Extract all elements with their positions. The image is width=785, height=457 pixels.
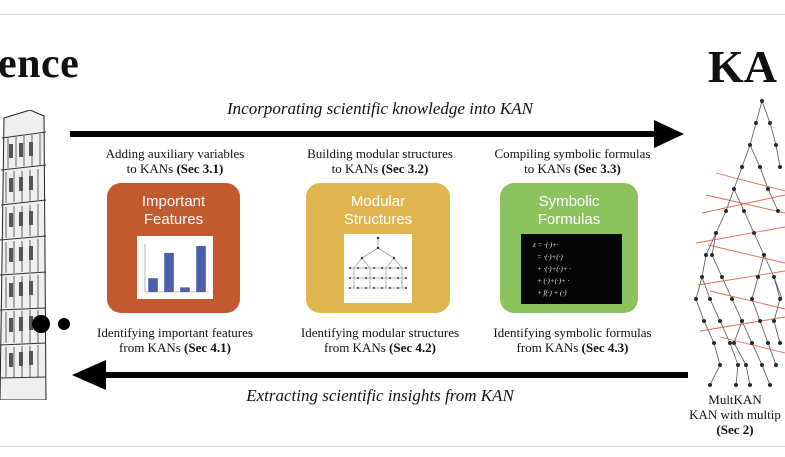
caption-identifying-important-features: Identifying important features from KANs… (97, 325, 253, 355)
formula-blackboard-thumbnail: z = ·(·)+· = ·(·)+(·) + ·(·)+(·)+ · + (·… (521, 234, 622, 304)
caption-building-modular-structures: Building modular structures to KANs (Sec… (307, 146, 453, 176)
section-ref: (Sec 2) (716, 422, 754, 437)
modular-network-thumbnail (344, 234, 412, 303)
symbolic-formulas-card: Symbolic Formulas z = ·(·)+· = ·(·)+(·) … (500, 183, 638, 313)
feature-bar (180, 287, 190, 292)
bar-chart-thumbnail (137, 236, 213, 299)
science-heading: ence (0, 41, 80, 87)
formula-line: z = ·(·)+· (532, 241, 559, 249)
multkan-network-diagram (694, 99, 785, 387)
formula-line: + (·)+(·)+ · (537, 277, 569, 285)
modular-structures-card: Modular Structures (306, 183, 450, 313)
top-divider (0, 14, 785, 15)
feature-bar (148, 278, 158, 292)
feature-importance-bars (144, 244, 209, 293)
section-ref: (Sec 4.1) (184, 340, 231, 355)
formula-blackboard: z = ·(·)+· = ·(·)+(·) + ·(·)+(·)+ · + (·… (532, 241, 571, 297)
formula-line: = ·(·)+(·) (537, 253, 563, 261)
section-ref: (Sec 3.2) (381, 161, 429, 176)
section-ref: (Sec 4.3) (581, 340, 629, 355)
caption-identifying-modular-structures: Identifying modular structures from KANs… (300, 325, 460, 355)
leaning-tower-illustration (0, 110, 47, 400)
caption-adding-auxiliary-variables: Adding auxiliary variables to KANs (Sec … (105, 146, 245, 176)
caption-compiling-symbolic-formulas: Compiling symbolic formulas to KANs (Sec… (494, 146, 651, 176)
modular-tree-graphic (349, 236, 407, 289)
important-features-card: Important Features (107, 183, 240, 313)
section-ref: (Sec 3.3) (573, 161, 621, 176)
feature-bar (164, 252, 174, 292)
bottom-arrow (72, 360, 688, 390)
feature-bar (196, 246, 206, 292)
bottom-divider (0, 446, 785, 447)
kan-heading: KA (708, 41, 777, 92)
section-ref: (Sec 4.2) (389, 340, 436, 355)
bottom-arrow-label: Extracting scientific insights from KAN (246, 386, 514, 405)
formula-line: + ·(·)+(·)+ · (537, 265, 571, 273)
caption-identifying-symbolic-formulas: Identifying symbolic formulas from KANs … (493, 325, 652, 355)
section-ref: (Sec 3.1) (176, 161, 224, 176)
multkan-caption: MultKAN KAN with multip (Sec 2) (689, 392, 781, 437)
top-arrow (70, 120, 684, 148)
formula-line: + f(·) + (·) (537, 289, 567, 297)
top-arrow-label: Incorporating scientific knowledge into … (227, 99, 533, 118)
ellipsis-dots (32, 315, 70, 333)
